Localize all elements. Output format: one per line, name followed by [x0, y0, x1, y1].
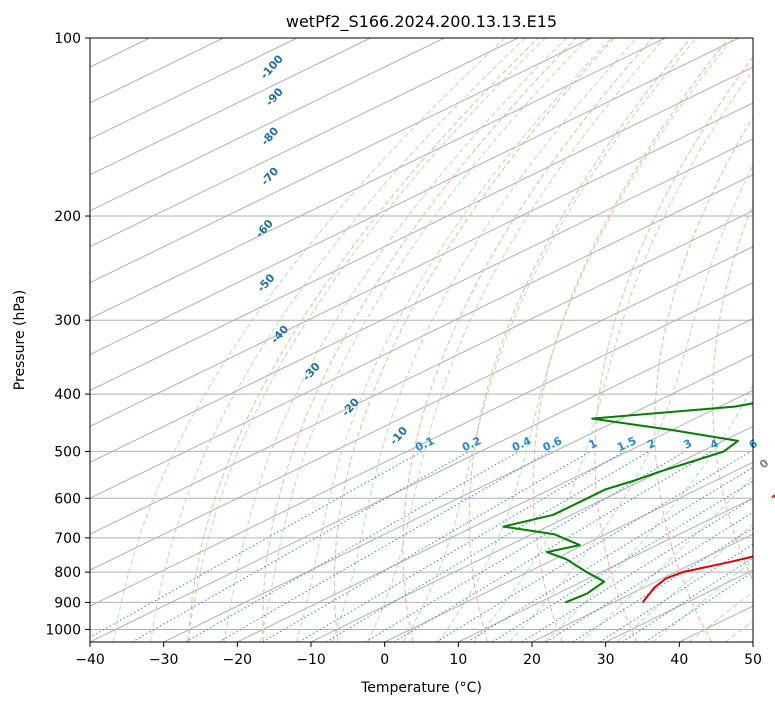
isotherm--120	[90, 38, 740, 356]
moist-adiabat	[113, 38, 506, 642]
moist-adiabat	[544, 383, 753, 642]
isotherm--160	[90, 38, 445, 212]
isotherm--30	[163, 353, 753, 642]
y-tick-label: 400	[54, 387, 81, 403]
plot-frame	[89, 37, 754, 643]
axis-ticks: −40 −30 −20 −10 0 10 20 30 40 50 100 200 300 400 500 60…	[45, 31, 762, 668]
isotherm--50	[90, 282, 753, 607]
moist-adiabat	[295, 38, 613, 642]
y-tick-label: 900	[54, 595, 81, 611]
y-tick-label: 300	[54, 313, 81, 329]
isotherm-20	[531, 533, 753, 642]
dry-adiabat	[654, 115, 753, 642]
isotherm--170	[90, 38, 371, 176]
isotherm--100	[90, 102, 753, 427]
moist-adiabat	[150, 38, 526, 642]
isotherm--150	[90, 38, 519, 248]
dry-adiabat	[712, 202, 753, 583]
isotherm--80	[90, 174, 753, 499]
x-tick-label: −10	[296, 652, 326, 668]
moist-adiabat	[367, 38, 666, 642]
y-tick-label: 1000	[45, 622, 81, 638]
isotherm--180	[90, 38, 298, 140]
x-tick-label: 20	[523, 652, 541, 668]
isotherm--70	[90, 210, 753, 535]
x-tick-label: −30	[149, 652, 179, 668]
moist-adiabat	[616, 523, 753, 642]
y-axis-label: Pressure (hPa)	[12, 290, 28, 390]
isotherm--20	[237, 389, 753, 642]
x-tick-label: 0	[380, 652, 389, 668]
y-tick-label: 500	[54, 444, 81, 460]
dry-adiabat	[402, 38, 653, 642]
isotherm--10	[310, 425, 753, 642]
mixing-ratio-line-0.2	[131, 450, 470, 642]
mixing-ratio-line-6	[436, 450, 751, 642]
dry-adiabat	[333, 38, 615, 642]
y-tick-label: 100	[54, 31, 81, 47]
moist-adiabat	[509, 164, 753, 642]
isotherm--110	[90, 66, 753, 391]
plot-background	[90, 38, 753, 642]
y-tick-label: 600	[54, 491, 81, 507]
mixing-ratio-line-2	[325, 450, 650, 642]
x-tick-label: 40	[670, 652, 688, 668]
dry-adiabat	[532, 38, 730, 642]
x-tick-label: 50	[744, 652, 762, 668]
isotherm-10	[458, 497, 753, 642]
moist-adiabat-label: 10	[769, 486, 775, 506]
moist-adiabat	[652, 559, 753, 642]
y-tick-label: 800	[54, 565, 81, 581]
temperature-line	[641, 555, 753, 604]
moist-adiabat	[688, 591, 753, 642]
moist-adiabat	[473, 69, 753, 642]
moist-adiabat	[186, 38, 546, 642]
isotherm--140	[90, 38, 592, 284]
moist-adiabat	[223, 38, 567, 642]
y-tick-label: 700	[54, 531, 81, 547]
x-tick-label: 10	[449, 652, 467, 668]
dry-adiabat	[188, 38, 539, 642]
y-tick-label: 200	[54, 209, 81, 225]
dewpoint-line	[502, 402, 753, 604]
x-axis-label: Temperature (°C)	[360, 680, 482, 696]
moist-adiabat	[438, 38, 734, 642]
x-tick-label: −40	[75, 652, 105, 668]
moist-adiabat	[331, 38, 638, 642]
x-tick-label: 30	[597, 652, 615, 668]
isotherm--60	[90, 246, 753, 571]
mixing-ratio-line-25	[599, 543, 753, 642]
mixing-ratio-line-13	[521, 497, 753, 642]
profiles	[502, 402, 753, 604]
x-tick-label: −20	[223, 652, 253, 668]
isotherm--130	[90, 38, 666, 320]
isotherm--40	[90, 318, 753, 642]
mixing-ratio-line-1	[262, 450, 591, 642]
dry-adiabat	[468, 38, 692, 642]
background-lines	[90, 38, 753, 642]
moist-adiabat	[259, 38, 589, 642]
mixing-ratio-line-4	[393, 450, 713, 642]
mixing-ratio-line-8	[467, 466, 753, 642]
isotherm--90	[90, 138, 753, 463]
mixing-ratio-line-0.1	[90, 450, 423, 638]
isotherm-0	[384, 461, 753, 642]
dry-adiabat	[594, 55, 753, 642]
mixing-ratio-line-10	[492, 480, 753, 642]
chart-title: wetPf2_S166.2024.200.13.13.E15	[286, 12, 557, 32]
dry-adiabat	[262, 38, 577, 642]
